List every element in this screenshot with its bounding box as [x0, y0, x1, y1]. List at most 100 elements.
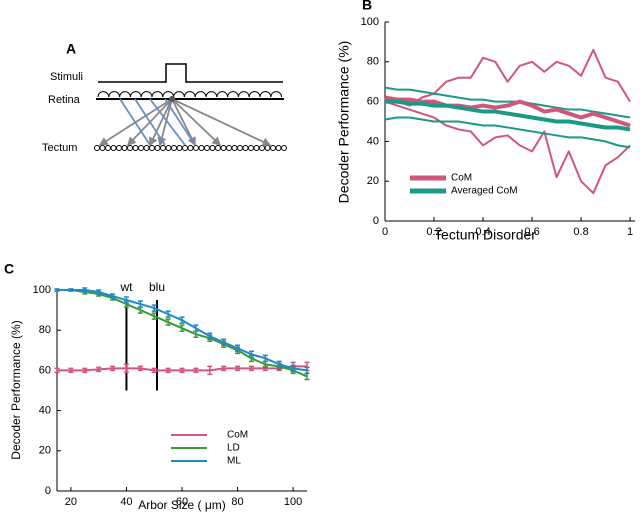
arrow-local: [149, 98, 186, 146]
reference-label: wt: [119, 280, 133, 294]
y-tick-label: 40: [39, 405, 51, 417]
tectum-cell: [110, 145, 117, 151]
tectum-cell: [116, 145, 122, 151]
error-bar: [137, 300, 143, 308]
retina-cell: [140, 91, 153, 98]
error-bar: [82, 287, 88, 293]
tectum-cell: [275, 145, 282, 151]
retina-cell: [97, 91, 110, 98]
retina-cell: [227, 91, 239, 98]
retina-cell: [259, 91, 272, 98]
x-tick-label: 0.4: [475, 226, 490, 238]
retina-cell: [205, 91, 218, 98]
x-tick-label: 100: [284, 496, 302, 508]
panel-label: C: [4, 261, 14, 277]
x-tick-label: 60: [176, 496, 188, 508]
error-bar: [179, 367, 185, 374]
error-bar: [123, 363, 129, 374]
arrow: [149, 98, 173, 147]
retina-cell: [183, 91, 196, 98]
error-bar: [54, 367, 60, 374]
tectum-cell: [242, 145, 249, 151]
y-axis-label: Decoder Performance (%): [9, 320, 23, 459]
retina-cell: [151, 91, 164, 98]
error-bar: [68, 367, 74, 374]
retina-cell: [119, 91, 131, 98]
y-tick-label: 100: [361, 16, 379, 28]
tectum-cell: [165, 145, 172, 151]
x-axis-label: Arbor Size ( μm): [138, 498, 226, 512]
y-tick-label: 80: [367, 56, 379, 68]
y-tick-label: 20: [367, 175, 379, 187]
stimuli-label: Stimuli: [50, 71, 83, 83]
tectum-cell: [176, 145, 183, 151]
retina-cell: [270, 91, 283, 98]
tectum-cell: [231, 145, 238, 151]
tectum-cell: [281, 145, 287, 151]
tectum-cell: [215, 145, 221, 151]
x-tick-label: 80: [231, 496, 243, 508]
tectum-label: Tectum: [42, 142, 77, 154]
tectum-cell: [220, 145, 227, 151]
x-tick-label: 1: [627, 226, 633, 238]
series-line: [57, 289, 308, 378]
arrow: [171, 98, 196, 147]
series-line: [384, 48, 631, 107]
tectum-cell: [198, 145, 205, 151]
series-line: [384, 95, 631, 128]
tectum-cell: [253, 145, 260, 151]
tectum-cell: [121, 145, 128, 151]
retina-cell: [248, 91, 261, 98]
retina-row: [96, 91, 284, 100]
error-bar: [165, 310, 171, 318]
error-bar: [248, 350, 254, 359]
legend-label: CoM: [227, 430, 248, 441]
x-tick-label: 20: [65, 496, 77, 508]
error-bar: [96, 289, 102, 295]
arrow: [171, 98, 272, 146]
source-cell: [169, 96, 175, 102]
tectum-cell: [105, 145, 111, 151]
panel-label: A: [66, 41, 76, 57]
arrow: [171, 98, 222, 147]
panel-label: B: [362, 0, 372, 13]
tectum-cell: [237, 145, 243, 151]
projection-arrows: [98, 98, 272, 147]
error-bar: [290, 364, 296, 373]
tectum-row: [94, 145, 287, 151]
error-bar: [110, 293, 116, 299]
tectum-cell: [154, 145, 161, 151]
error-bar: [137, 365, 143, 372]
tectum-cell: [138, 145, 144, 151]
y-tick-label: 0: [45, 485, 51, 497]
error-bar: [304, 366, 310, 375]
series-line: [384, 100, 631, 195]
error-bar: [68, 288, 74, 292]
tectum-cell: [132, 145, 139, 151]
x-tick-label: 0: [382, 226, 388, 238]
x-tick-label: 0.8: [573, 226, 588, 238]
tectum-cell: [209, 145, 216, 151]
tectum-cell: [226, 145, 232, 151]
retina-cell: [129, 91, 142, 98]
tectum-cell: [160, 145, 166, 151]
retina-label: Retina: [48, 94, 81, 106]
error-bar: [165, 367, 171, 374]
stimulus-pulse: [98, 63, 283, 83]
error-bar: [193, 324, 199, 332]
error-bar: [123, 296, 129, 304]
error-bar: [193, 367, 199, 374]
arrow-local: [164, 98, 196, 146]
error-bar: [165, 318, 171, 326]
tectum-cell: [193, 145, 199, 151]
error-bar: [151, 367, 157, 374]
arrow-local: [134, 98, 166, 146]
reference-label: blu: [149, 280, 165, 294]
y-tick-label: 100: [33, 284, 51, 296]
diagram-a: A Stimuli Retina Tectum: [42, 41, 287, 154]
error-bar: [235, 344, 241, 353]
error-bar: [54, 288, 60, 292]
series-line: [384, 86, 631, 119]
tectum-cell: [127, 145, 133, 151]
y-tick-label: 20: [39, 445, 51, 457]
